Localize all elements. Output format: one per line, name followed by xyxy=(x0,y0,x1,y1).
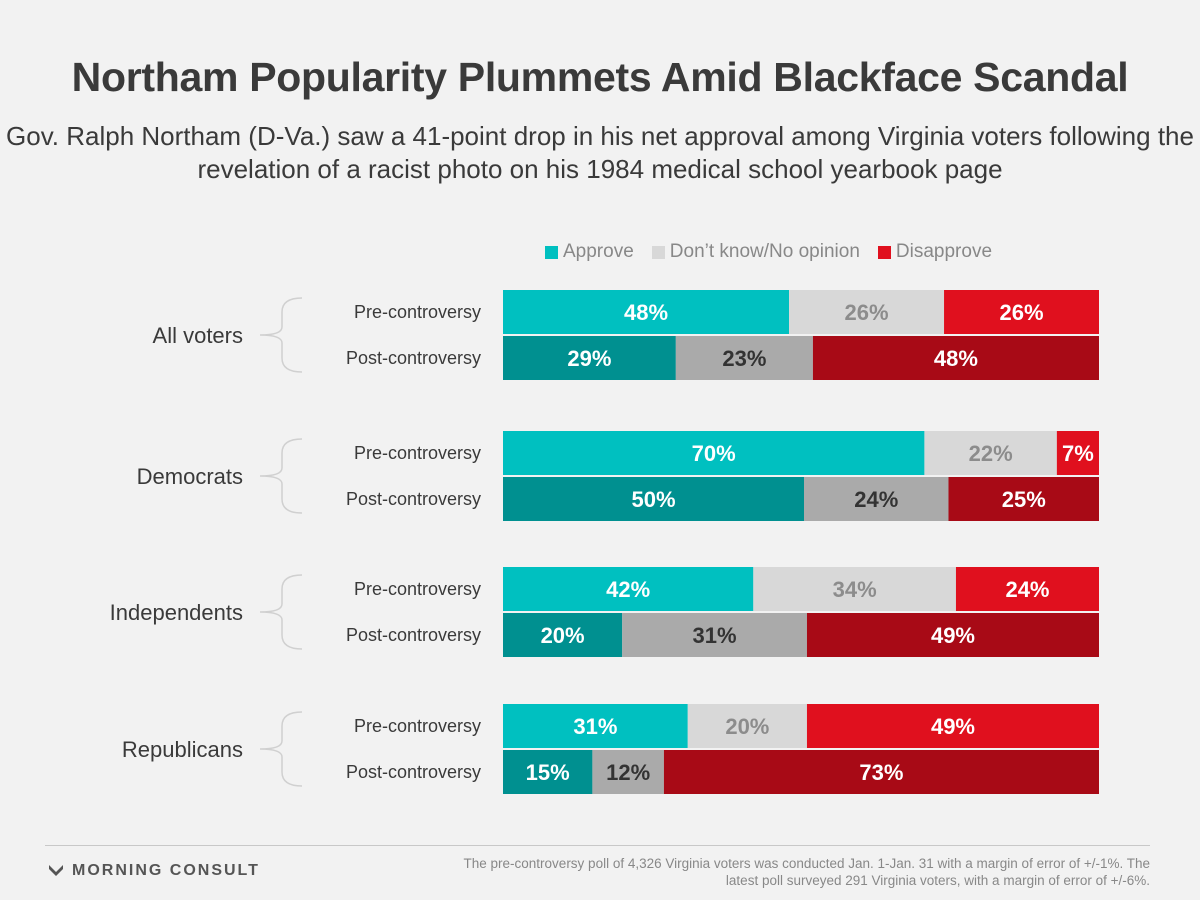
data-label-independents-pre-seg1: 34% xyxy=(833,577,877,602)
bar-all-voters-pre-seg2 xyxy=(944,290,1099,334)
bar-democrats-pre-seg1 xyxy=(924,431,1057,475)
bar-independents-pre-seg2 xyxy=(955,567,1099,611)
data-label-independents-post-seg0: 20% xyxy=(541,623,585,648)
data-label-democrats-post-seg1: 24% xyxy=(854,487,898,512)
bar-republicans-pre-seg1 xyxy=(687,704,807,748)
bar-republicans-post-seg2 xyxy=(663,750,1099,794)
row-label-republicans-pre: Pre-controversy xyxy=(354,716,481,736)
bar-independents-post-seg2 xyxy=(806,613,1099,657)
data-label-republicans-pre-seg0: 31% xyxy=(573,714,617,739)
data-label-republicans-post-seg2: 73% xyxy=(859,760,903,785)
data-label-all-voters-post-seg2: 48% xyxy=(934,346,978,371)
brand-logo: MORNING CONSULT xyxy=(48,862,260,880)
data-label-all-voters-post-seg1: 23% xyxy=(722,346,766,371)
brand-name: MORNING CONSULT xyxy=(72,862,260,879)
bar-all-voters-post-seg0 xyxy=(503,336,676,380)
row-label-all-voters-post: Post-controversy xyxy=(346,348,481,368)
bar-republicans-pre-seg0 xyxy=(503,704,688,748)
group-label-all-voters: All voters xyxy=(153,323,243,348)
legend-label-approve: Approve xyxy=(563,241,634,262)
data-label-democrats-pre-seg2: 7% xyxy=(1062,441,1094,466)
data-label-democrats-post-seg0: 50% xyxy=(631,487,675,512)
chart-title: Northam Popularity Plummets Amid Blackfa… xyxy=(71,54,1129,100)
bar-republicans-post-seg1 xyxy=(592,750,664,794)
legend-item-approve: Approve xyxy=(545,241,634,263)
group-brace-republicans xyxy=(259,711,303,787)
bar-independents-pre-seg0 xyxy=(503,567,754,611)
data-label-all-voters-pre-seg1: 26% xyxy=(845,300,889,325)
row-label-all-voters-pre: Pre-controversy xyxy=(354,302,481,322)
row-label-republicans-post: Post-controversy xyxy=(346,762,481,782)
row-label-independents-post: Post-controversy xyxy=(346,625,481,645)
group-label-independents: Independents xyxy=(110,600,243,625)
bar-all-voters-post-seg1 xyxy=(675,336,813,380)
group-brace-democrats xyxy=(259,438,303,514)
legend-label-no-opinion: Don’t know/No opinion xyxy=(669,241,860,262)
group-label-democrats: Democrats xyxy=(137,464,243,489)
group-brace-independents xyxy=(259,574,303,650)
data-label-all-voters-pre-seg0: 48% xyxy=(624,300,668,325)
data-label-republicans-pre-seg1: 20% xyxy=(725,714,769,739)
data-label-republicans-post-seg1: 12% xyxy=(606,760,650,785)
row-label-democrats-pre: Pre-controversy xyxy=(354,443,481,463)
bar-democrats-pre-seg0 xyxy=(503,431,925,475)
bar-all-voters-pre-seg1 xyxy=(789,290,945,334)
data-label-independents-post-seg2: 49% xyxy=(931,623,975,648)
group-label-republicans: Republicans xyxy=(122,737,243,762)
bar-democrats-pre-seg2 xyxy=(1056,431,1099,475)
data-label-all-voters-pre-seg2: 26% xyxy=(999,300,1043,325)
bar-independents-post-seg0 xyxy=(503,613,623,657)
data-label-independents-pre-seg2: 24% xyxy=(1005,577,1049,602)
footnote: The pre-controversy poll of 4,326 Virgin… xyxy=(463,856,1150,888)
morning-consult-logo-icon xyxy=(49,865,63,876)
legend-swatch-approve xyxy=(545,245,558,259)
data-label-democrats-pre-seg1: 22% xyxy=(969,441,1013,466)
row-label-independents-pre: Pre-controversy xyxy=(354,579,481,599)
data-label-independents-post-seg1: 31% xyxy=(693,623,737,648)
bar-independents-post-seg1 xyxy=(622,613,807,657)
bar-all-voters-post-seg2 xyxy=(812,336,1099,380)
data-label-independents-pre-seg0: 42% xyxy=(606,577,650,602)
stacked-bar-chart: All voters Pre-controversy 48% 26% 26% Post-c… xyxy=(110,290,1099,794)
data-label-all-voters-post-seg0: 29% xyxy=(567,346,611,371)
data-label-republicans-post-seg0: 15% xyxy=(526,760,570,785)
bar-democrats-post-seg1 xyxy=(804,477,949,521)
group-brace-all-voters xyxy=(259,297,303,373)
chart-subtitle: Gov. Ralph Northam (D-Va.) saw a 41-poin… xyxy=(6,121,1194,184)
bar-republicans-post-seg0 xyxy=(503,750,593,794)
data-label-democrats-pre-seg0: 70% xyxy=(692,441,736,466)
bar-all-voters-pre-seg0 xyxy=(503,290,790,334)
bar-independents-pre-seg1 xyxy=(753,567,956,611)
legend-swatch-disapprove xyxy=(877,245,891,259)
data-label-democrats-post-seg2: 25% xyxy=(1002,487,1046,512)
legend-item-no-opinion: Don’t know/No opinion xyxy=(651,241,860,263)
legend-label-disapprove: Disapprove xyxy=(895,241,993,262)
footer-divider xyxy=(45,845,1150,846)
bar-democrats-post-seg2 xyxy=(948,477,1099,521)
bar-republicans-pre-seg2 xyxy=(806,704,1099,748)
row-label-democrats-post: Post-controversy xyxy=(346,489,481,509)
legend: Approve Don’t know/No opinion Disapprove xyxy=(545,240,1010,264)
bar-democrats-post-seg0 xyxy=(503,477,805,521)
legend-swatch-no-opinion xyxy=(651,245,665,259)
legend-item-disapprove: Disapprove xyxy=(877,241,993,263)
data-label-republicans-pre-seg2: 49% xyxy=(931,714,975,739)
